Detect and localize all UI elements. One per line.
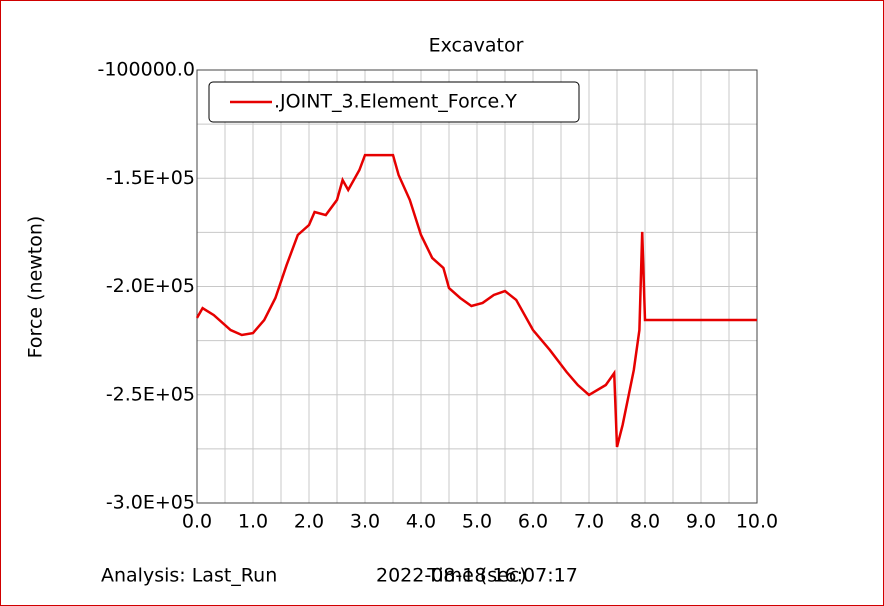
- y-tick-label: -2.5E+05: [106, 383, 195, 405]
- x-tick-label: 2.0: [294, 511, 324, 533]
- analysis-label: Analysis: Last_Run: [101, 565, 277, 587]
- x-tick-label: 3.0: [350, 511, 380, 533]
- legend-label: .JOINT_3.Element_Force.Y: [274, 91, 517, 113]
- x-tick-label: 0.0: [182, 511, 212, 533]
- y-axis-label: Force (newton): [25, 216, 47, 359]
- x-tick-label: 6.0: [518, 511, 548, 533]
- x-axis-label: Time (sec): [426, 565, 526, 587]
- legend-box: [208, 81, 580, 123]
- x-tick-label: 9.0: [686, 511, 716, 533]
- y-tick-label: -1.5E+05: [106, 167, 195, 189]
- plot-border: [196, 69, 758, 504]
- x-tick-label: 5.0: [462, 511, 492, 533]
- data-line: [195, 153, 757, 448]
- x-tick-label: 10.0: [736, 511, 778, 533]
- timestamp: 2022-08-18 16:07:17: [376, 565, 578, 587]
- x-tick-label: 4.0: [406, 511, 436, 533]
- y-tick-label: -2.0E+05: [106, 275, 195, 297]
- y-tick-label: -100000.0: [97, 59, 195, 81]
- x-tick-label: 7.0: [574, 511, 604, 533]
- chart-title: Excavator: [429, 35, 524, 57]
- y-tick-label: -3.0E+05: [106, 492, 195, 514]
- x-tick-label: 1.0: [238, 511, 268, 533]
- x-tick-label: 8.0: [630, 511, 660, 533]
